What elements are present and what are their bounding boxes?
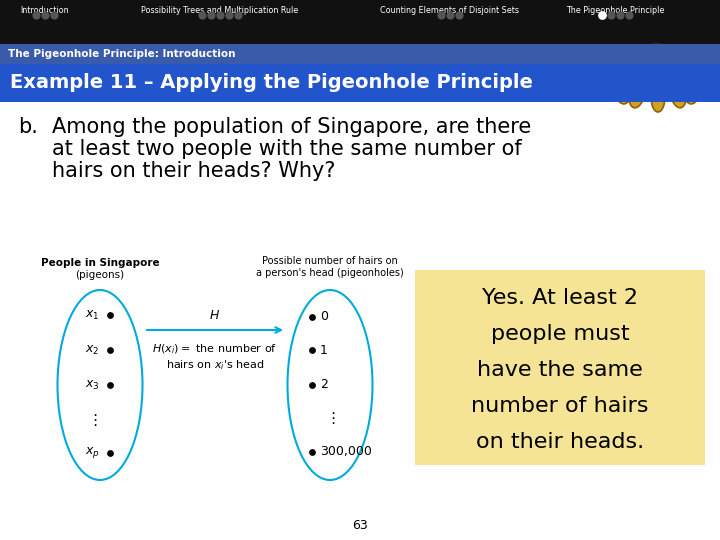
Text: $x_3$: $x_3$ <box>85 379 99 392</box>
Point <box>435 11 446 19</box>
Text: hairs on their heads? Why?: hairs on their heads? Why? <box>52 161 336 181</box>
Text: number of hairs: number of hairs <box>472 396 649 416</box>
Ellipse shape <box>682 52 704 104</box>
Point <box>454 11 465 19</box>
Text: have the same: have the same <box>477 360 643 380</box>
Text: Possible number of hairs on: Possible number of hairs on <box>262 256 398 266</box>
Point <box>205 11 217 19</box>
Text: 1: 1 <box>320 343 328 356</box>
Text: 2: 2 <box>320 379 328 392</box>
Text: b.: b. <box>18 117 38 137</box>
Text: hairs on $x_i$'s head: hairs on $x_i$'s head <box>166 358 264 372</box>
Point <box>306 381 318 389</box>
Ellipse shape <box>629 76 645 108</box>
Text: Example 11 – Applying the Pigeonhole Principle: Example 11 – Applying the Pigeonhole Pri… <box>10 73 533 92</box>
Point <box>30 11 42 19</box>
FancyBboxPatch shape <box>0 64 720 102</box>
Point <box>595 11 607 19</box>
Ellipse shape <box>618 44 696 99</box>
Point <box>605 11 616 19</box>
Text: $x_2$: $x_2$ <box>85 343 99 356</box>
Point <box>306 346 318 354</box>
Point <box>223 11 235 19</box>
Text: The Pigeonhole Principle: The Pigeonhole Principle <box>566 6 664 15</box>
Ellipse shape <box>611 52 633 104</box>
Text: 300,000: 300,000 <box>320 446 372 458</box>
Text: Introduction: Introduction <box>21 6 69 15</box>
Point <box>48 11 60 19</box>
Text: $x_1$: $x_1$ <box>85 308 99 321</box>
Text: $\vdots$: $\vdots$ <box>87 412 97 428</box>
Point <box>104 346 116 354</box>
FancyBboxPatch shape <box>600 64 720 102</box>
FancyBboxPatch shape <box>415 270 705 465</box>
Text: (pigeons): (pigeons) <box>76 270 125 280</box>
Ellipse shape <box>670 76 686 108</box>
FancyBboxPatch shape <box>600 44 720 64</box>
Point <box>39 11 50 19</box>
Text: $H(x_i) = $ the number of: $H(x_i) = $ the number of <box>153 342 277 356</box>
Point <box>613 11 625 19</box>
Point <box>306 313 318 321</box>
Text: people must: people must <box>491 324 629 344</box>
Point <box>623 11 634 19</box>
Text: Counting Elements of Disjoint Sets: Counting Elements of Disjoint Sets <box>380 6 520 15</box>
Text: Possibility Trees and Multiplication Rule: Possibility Trees and Multiplication Rul… <box>141 6 299 15</box>
Text: Yes. At least 2: Yes. At least 2 <box>482 288 638 308</box>
Text: 63: 63 <box>352 519 368 532</box>
Text: 0: 0 <box>320 310 328 323</box>
Point <box>104 449 116 457</box>
Text: Among the population of Singapore, are there: Among the population of Singapore, are t… <box>52 117 531 137</box>
Text: The Pigeonhole Principle: Introduction: The Pigeonhole Principle: Introduction <box>8 49 235 59</box>
Text: $x_p$: $x_p$ <box>85 446 100 461</box>
FancyBboxPatch shape <box>0 44 720 64</box>
Text: People in Singapore: People in Singapore <box>41 258 159 268</box>
Point <box>306 448 318 456</box>
Ellipse shape <box>651 82 665 112</box>
Point <box>233 11 244 19</box>
FancyBboxPatch shape <box>0 0 720 44</box>
Point <box>104 381 116 389</box>
Point <box>197 11 208 19</box>
Point <box>215 11 226 19</box>
Text: at least two people with the same number of: at least two people with the same number… <box>52 139 522 159</box>
Text: a person's head (pigeonholes): a person's head (pigeonholes) <box>256 268 404 278</box>
Point <box>104 310 116 319</box>
Point <box>444 11 456 19</box>
Text: on their heads.: on their heads. <box>476 432 644 452</box>
Text: $H$: $H$ <box>210 309 220 322</box>
Text: $\vdots$: $\vdots$ <box>325 410 336 426</box>
